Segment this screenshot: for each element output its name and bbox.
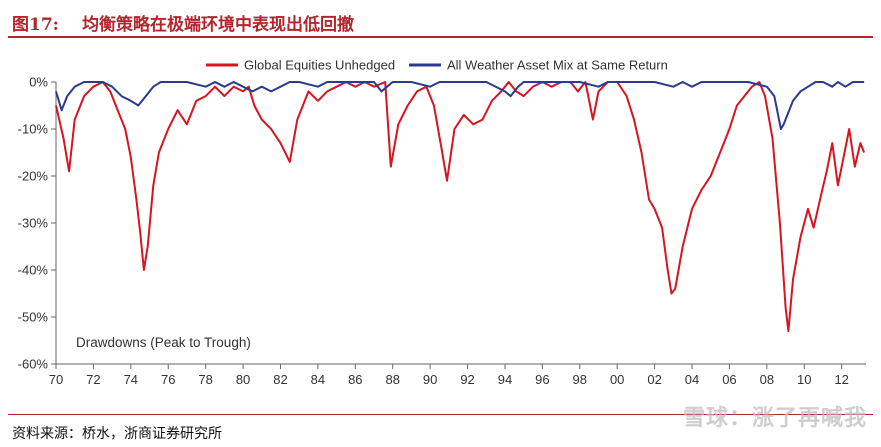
figure-title: 均衡策略在极端环境中表现出低回撤 (82, 15, 354, 35)
figure-footer: 资料来源：桥水，浙商证券研究所 (8, 414, 873, 442)
series-line-global-equities (55, 81, 866, 333)
x-tick-label: 80 (236, 372, 250, 387)
x-tick-label: 72 (86, 372, 100, 387)
y-axis-ticks: 0% -10% -20% -30% -40% -50% -60% (18, 75, 56, 372)
y-tick-label: -20% (18, 169, 49, 184)
x-tick-label: 96 (535, 372, 549, 387)
y-tick-label: -10% (18, 122, 49, 137)
x-tick-label: 02 (647, 372, 661, 387)
y-tick-label: 0% (29, 75, 48, 90)
x-tick-label: 98 (573, 372, 587, 387)
x-tick-label: 06 (722, 372, 736, 387)
y-tick-label: -40% (18, 263, 49, 278)
series-layer (55, 81, 866, 333)
x-tick-label: 84 (311, 372, 325, 387)
plot-frame (55, 82, 866, 365)
legend-label-allweather: All Weather Asset Mix at Same Return (447, 58, 668, 73)
x-tick-label: 04 (685, 372, 699, 387)
figure-source: 资料来源：桥水，浙商证券研究所 (12, 426, 222, 442)
x-tick-label: 00 (610, 372, 624, 387)
x-tick-label: 08 (760, 372, 774, 387)
x-tick-label: 76 (161, 372, 175, 387)
drawdown-chart: Global Equities Unhedged All Weather Ass… (18, 58, 866, 387)
x-tick-label: 82 (273, 372, 287, 387)
y-tick-label: -30% (18, 216, 49, 231)
x-tick-label: 74 (124, 372, 138, 387)
x-tick-label: 78 (198, 372, 212, 387)
legend: Global Equities Unhedged All Weather Ass… (206, 58, 668, 73)
x-axis-ticks: 70 72 74 76 78 80 82 84 86 88 90 92 94 96 98 00 02 04 06 08… (49, 364, 849, 387)
watermark-text: 雪球：涨了再喊我 (682, 406, 867, 431)
y-tick-label: -60% (18, 357, 49, 372)
x-tick-label: 92 (460, 372, 474, 387)
x-tick-label: 86 (348, 372, 362, 387)
x-tick-label: 10 (797, 372, 811, 387)
figure-header: 图17: 均衡策略在极端环境中表现出低回撤 (8, 6, 873, 38)
y-tick-label: -50% (18, 310, 49, 325)
x-tick-label: 90 (423, 372, 437, 387)
legend-label-equities: Global Equities Unhedged (244, 58, 395, 73)
x-tick-label: 88 (385, 372, 399, 387)
series-line-all-weather (55, 81, 865, 130)
x-tick-label: 70 (49, 372, 63, 387)
chart-annotation: Drawdowns (Peak to Trough) (76, 335, 251, 350)
x-tick-label: 94 (498, 372, 512, 387)
figure-number: 图17: (12, 15, 59, 35)
x-tick-label: 12 (834, 372, 848, 387)
